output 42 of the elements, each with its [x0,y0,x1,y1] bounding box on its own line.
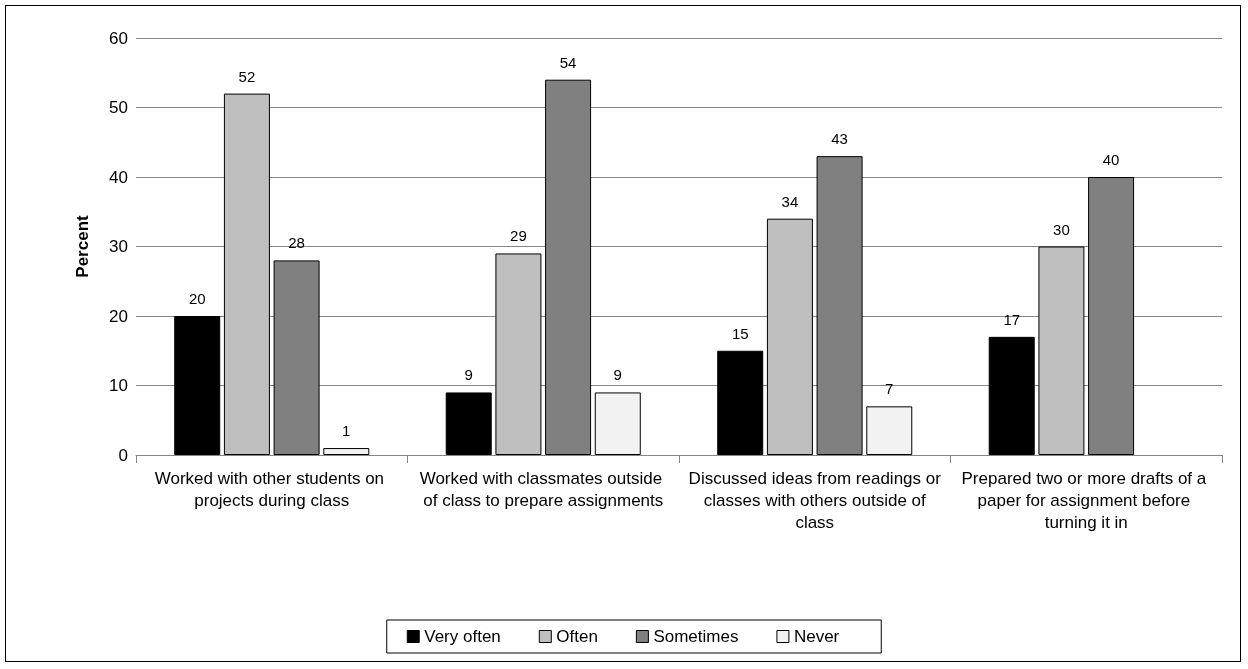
legend-label: Often [556,627,598,646]
bar [1038,246,1085,455]
legend-label: Very often [424,627,501,646]
data-label: 29 [510,227,527,245]
data-label: 34 [781,192,799,210]
y-tick-label: 60 [109,28,128,48]
legend-label: Never [793,627,840,646]
data-label: 28 [288,234,305,252]
data-label: 17 [1003,310,1021,328]
y-tick-label: 40 [109,167,128,187]
data-label: 40 [1102,151,1120,168]
bar [717,350,764,455]
bar [174,316,221,455]
data-label: 30 [1053,220,1070,238]
data-label: 54 [559,53,577,71]
y-tick-label: 50 [109,98,128,117]
bar [594,392,641,455]
legend-label: Sometimes [653,627,739,646]
data-label: 43 [831,130,848,148]
bar [866,406,913,455]
x-tick-label: Discussed ideas from readings or classes with others outside of class [688,468,942,532]
x-tick-label: Worked with other students on projects during class [154,468,389,510]
bar [495,253,542,455]
bar [323,448,370,455]
bar [445,392,492,455]
x-tick-label: Prepared two or more drafts of a paper for assignment before turning it in [961,468,1211,532]
data-label: 20 [188,290,206,307]
bar [766,218,813,455]
y-tick-label: 0 [118,445,128,465]
data-label: 1 [342,422,351,440]
data-label: 15 [731,324,749,342]
bar [988,336,1035,455]
data-label: 9 [464,366,473,384]
y-axis-title: Percent [73,214,92,278]
data-label: 52 [238,67,256,85]
data-label: 7 [885,380,894,398]
data-label: 9 [613,366,622,384]
bar [223,93,270,455]
y-tick-label: 20 [109,306,128,326]
x-tick-label: Worked with classmates outside of class to prepare assignments [419,468,667,510]
y-tick-label: 10 [109,376,128,395]
y-tick-label: 30 [109,237,128,256]
